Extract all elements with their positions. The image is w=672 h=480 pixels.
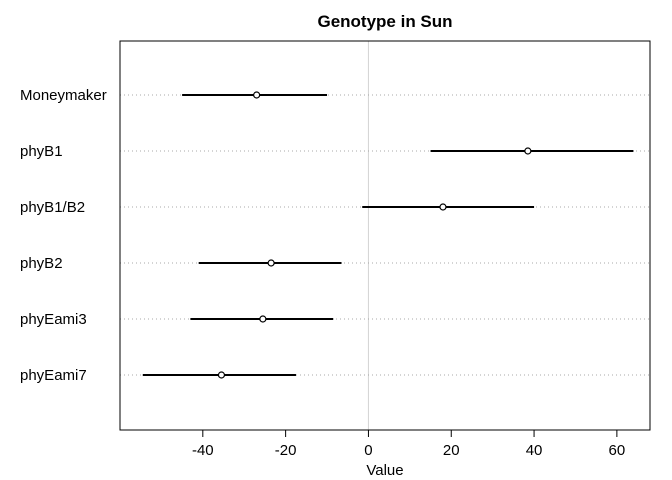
estimate-point bbox=[524, 147, 532, 155]
category-label: Moneymaker bbox=[20, 87, 107, 104]
plot-frame bbox=[119, 40, 651, 431]
category-label: phyB1/B2 bbox=[20, 199, 85, 216]
category-label: phyB2 bbox=[20, 255, 63, 272]
estimate-point bbox=[253, 91, 261, 99]
x-tick-label: -20 bbox=[275, 442, 297, 459]
estimate-point bbox=[259, 315, 267, 323]
x-tick-label: 20 bbox=[443, 442, 460, 459]
x-tick-label: 0 bbox=[364, 442, 372, 459]
x-tick-label: -40 bbox=[192, 442, 214, 459]
x-axis-label: Value bbox=[366, 462, 403, 479]
x-tick-label: 60 bbox=[609, 442, 626, 459]
estimate-point bbox=[217, 371, 226, 379]
plot-area: Moneymaker phyB1 phyB1/B2 phyB2 phyEami3 phyE… bbox=[20, 40, 651, 459]
estimate-point bbox=[267, 259, 275, 267]
category-label: phyEami7 bbox=[20, 367, 87, 384]
estimate-point bbox=[439, 203, 447, 211]
category-label: phyB1 bbox=[20, 143, 63, 160]
chart-title: Genotype in Sun bbox=[317, 12, 452, 31]
category-label: phyEami3 bbox=[20, 311, 87, 328]
x-tick-label: 40 bbox=[526, 442, 543, 459]
